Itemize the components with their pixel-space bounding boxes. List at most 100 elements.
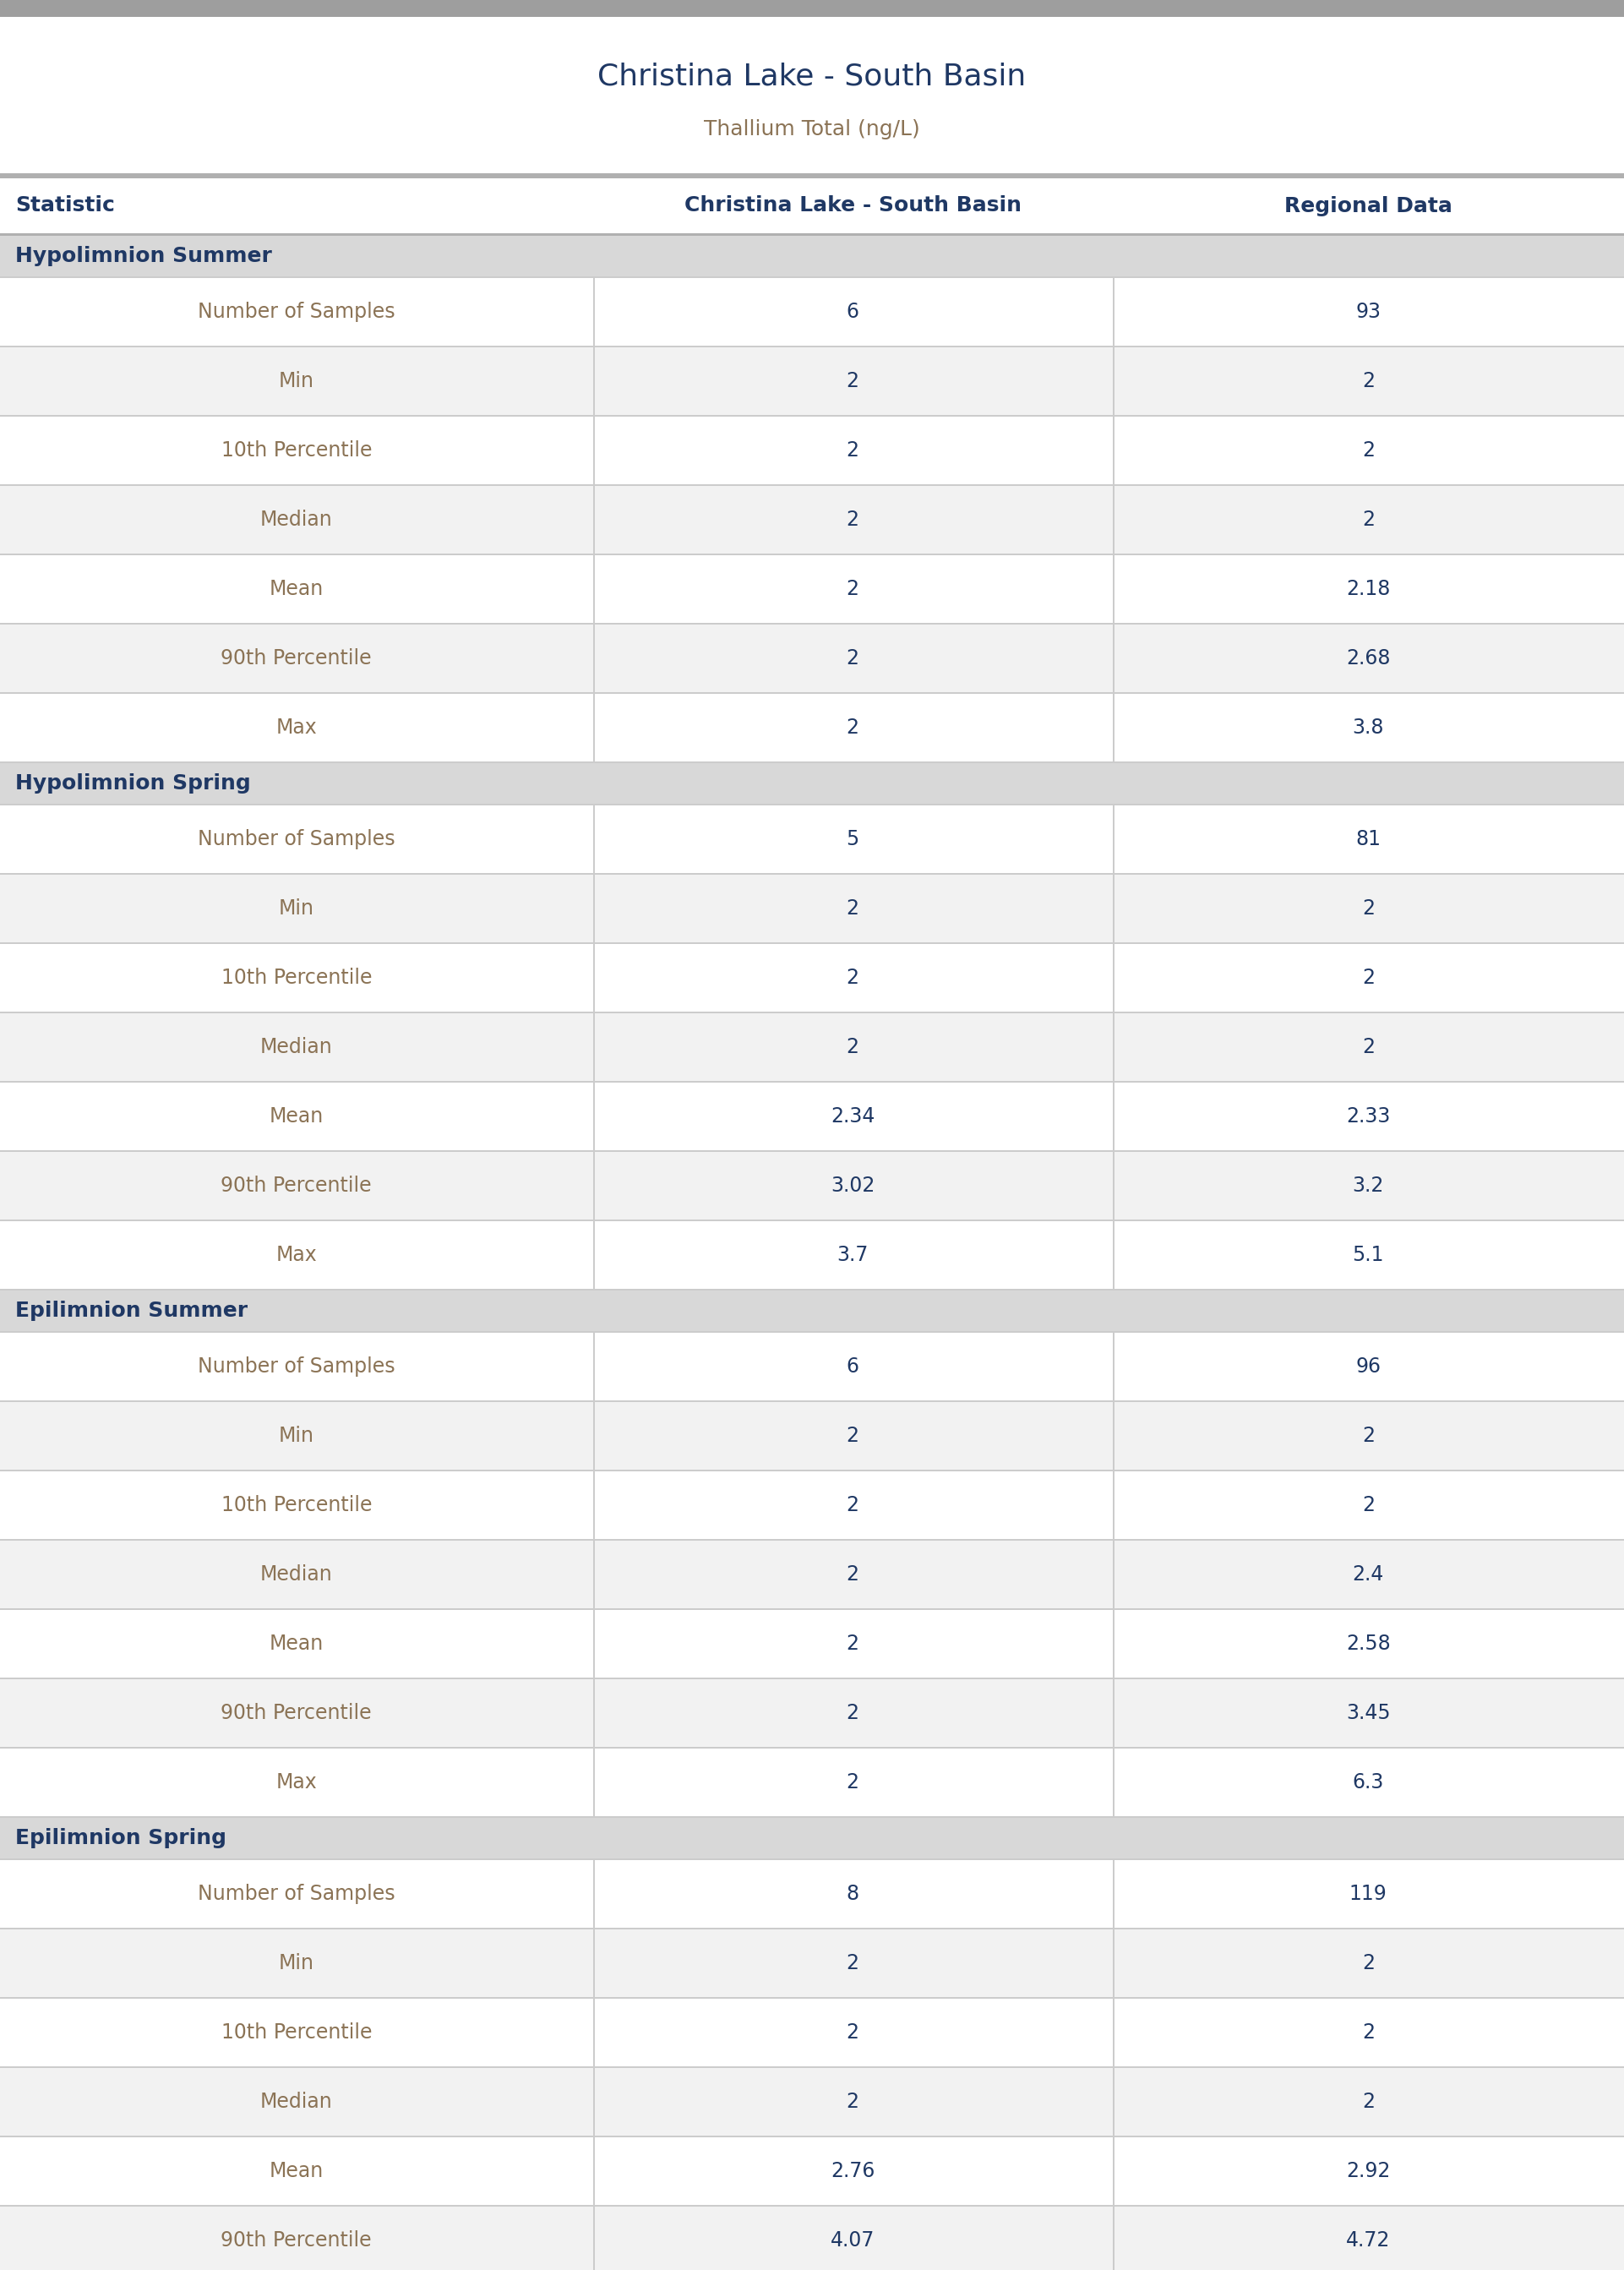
Text: 2: 2 <box>1363 1496 1374 1516</box>
Bar <box>0 1609 1624 1678</box>
Text: 5.1: 5.1 <box>1353 1244 1384 1264</box>
Text: 10th Percentile: 10th Percentile <box>221 2023 372 2043</box>
Bar <box>1112 874 1114 942</box>
Bar <box>1112 1083 1114 1151</box>
Text: 2.58: 2.58 <box>1346 1634 1390 1655</box>
Text: Number of Samples: Number of Samples <box>198 829 395 849</box>
Bar <box>0 418 1624 484</box>
Text: 2.4: 2.4 <box>1353 1564 1384 1584</box>
Text: 2.92: 2.92 <box>1346 2161 1390 2181</box>
Text: Hypolimnion Summer: Hypolimnion Summer <box>15 245 271 266</box>
Bar <box>1112 1541 1114 1607</box>
Bar <box>0 806 1624 874</box>
Bar <box>593 556 594 622</box>
Text: Number of Samples: Number of Samples <box>198 1357 395 1376</box>
Text: 93: 93 <box>1356 302 1380 322</box>
Bar <box>1112 418 1114 484</box>
Text: 2: 2 <box>1363 1952 1374 1973</box>
Text: 2: 2 <box>846 2023 859 2043</box>
Text: 2: 2 <box>846 967 859 987</box>
Text: 2: 2 <box>846 1564 859 1584</box>
Text: 4.07: 4.07 <box>830 2231 875 2250</box>
Bar <box>0 0 1624 16</box>
Bar <box>0 347 1624 415</box>
Bar <box>0 234 1624 236</box>
Bar <box>593 1930 594 1998</box>
Text: Median: Median <box>260 1037 333 1058</box>
Text: 2: 2 <box>846 649 859 667</box>
Text: 81: 81 <box>1356 829 1380 849</box>
Text: 2.68: 2.68 <box>1346 649 1390 667</box>
Bar <box>593 1221 594 1289</box>
Bar <box>593 874 594 942</box>
Bar <box>1112 347 1114 415</box>
Bar <box>593 944 594 1012</box>
Text: 3.8: 3.8 <box>1353 717 1384 738</box>
Text: Mean: Mean <box>270 1105 323 1126</box>
Bar <box>1112 695 1114 760</box>
Bar <box>1112 1012 1114 1081</box>
Text: 2.34: 2.34 <box>830 1105 875 1126</box>
Text: 4.72: 4.72 <box>1346 2231 1390 2250</box>
Bar <box>1112 1471 1114 1539</box>
Text: 2.18: 2.18 <box>1346 579 1390 599</box>
Bar <box>593 1403 594 1469</box>
Text: Regional Data: Regional Data <box>1285 195 1452 216</box>
Text: 2: 2 <box>846 1426 859 1446</box>
Text: 3.45: 3.45 <box>1346 1702 1390 1723</box>
Text: 90th Percentile: 90th Percentile <box>221 2231 372 2250</box>
Text: 6.3: 6.3 <box>1353 1773 1384 1793</box>
Bar <box>0 1221 1624 1289</box>
Bar <box>0 486 1624 554</box>
Bar <box>0 16 1624 173</box>
Text: Epilimnion Spring: Epilimnion Spring <box>15 1827 226 1848</box>
Bar <box>593 1083 594 1151</box>
Text: 5: 5 <box>846 829 859 849</box>
Text: 2: 2 <box>1363 1426 1374 1446</box>
Bar <box>0 2206 1624 2270</box>
Text: 10th Percentile: 10th Percentile <box>221 1496 372 1516</box>
Text: Median: Median <box>260 508 333 529</box>
Bar <box>1112 1680 1114 1748</box>
Bar <box>1112 624 1114 692</box>
Bar <box>1112 2138 1114 2204</box>
Text: Thallium Total (ng/L): Thallium Total (ng/L) <box>703 120 921 141</box>
Bar <box>0 763 1624 804</box>
Text: 3.2: 3.2 <box>1353 1176 1384 1196</box>
Bar <box>0 1471 1624 1539</box>
Bar <box>1112 1403 1114 1469</box>
Text: Mean: Mean <box>270 579 323 599</box>
Bar <box>1112 1332 1114 1401</box>
Bar <box>1112 2068 1114 2136</box>
Text: Number of Samples: Number of Samples <box>198 302 395 322</box>
Bar <box>1112 1748 1114 1816</box>
Text: 3.7: 3.7 <box>836 1244 869 1264</box>
Text: 2: 2 <box>846 717 859 738</box>
Text: 2: 2 <box>846 1702 859 1723</box>
Bar <box>593 1541 594 1607</box>
Bar <box>593 1609 594 1678</box>
Text: 96: 96 <box>1356 1357 1380 1376</box>
Bar <box>0 173 1624 179</box>
Text: 2.33: 2.33 <box>1346 1105 1390 1126</box>
Text: Epilimnion Summer: Epilimnion Summer <box>15 1301 248 1321</box>
Text: 2: 2 <box>1363 508 1374 529</box>
Bar <box>1112 1151 1114 1219</box>
Text: Mean: Mean <box>270 1634 323 1655</box>
Text: 10th Percentile: 10th Percentile <box>221 440 372 461</box>
Bar <box>0 1680 1624 1748</box>
Bar <box>1112 486 1114 554</box>
Text: Christina Lake - South Basin: Christina Lake - South Basin <box>598 61 1026 91</box>
Bar <box>593 486 594 554</box>
Bar <box>1112 806 1114 874</box>
Text: 2: 2 <box>846 899 859 919</box>
Bar <box>593 624 594 692</box>
Bar <box>1112 2206 1114 2270</box>
Bar <box>593 2138 594 2204</box>
Text: 10th Percentile: 10th Percentile <box>221 967 372 987</box>
Bar <box>593 1471 594 1539</box>
Text: 2: 2 <box>1363 899 1374 919</box>
Text: 2: 2 <box>1363 370 1374 390</box>
Text: 2: 2 <box>846 1952 859 1973</box>
Bar <box>1112 1221 1114 1289</box>
